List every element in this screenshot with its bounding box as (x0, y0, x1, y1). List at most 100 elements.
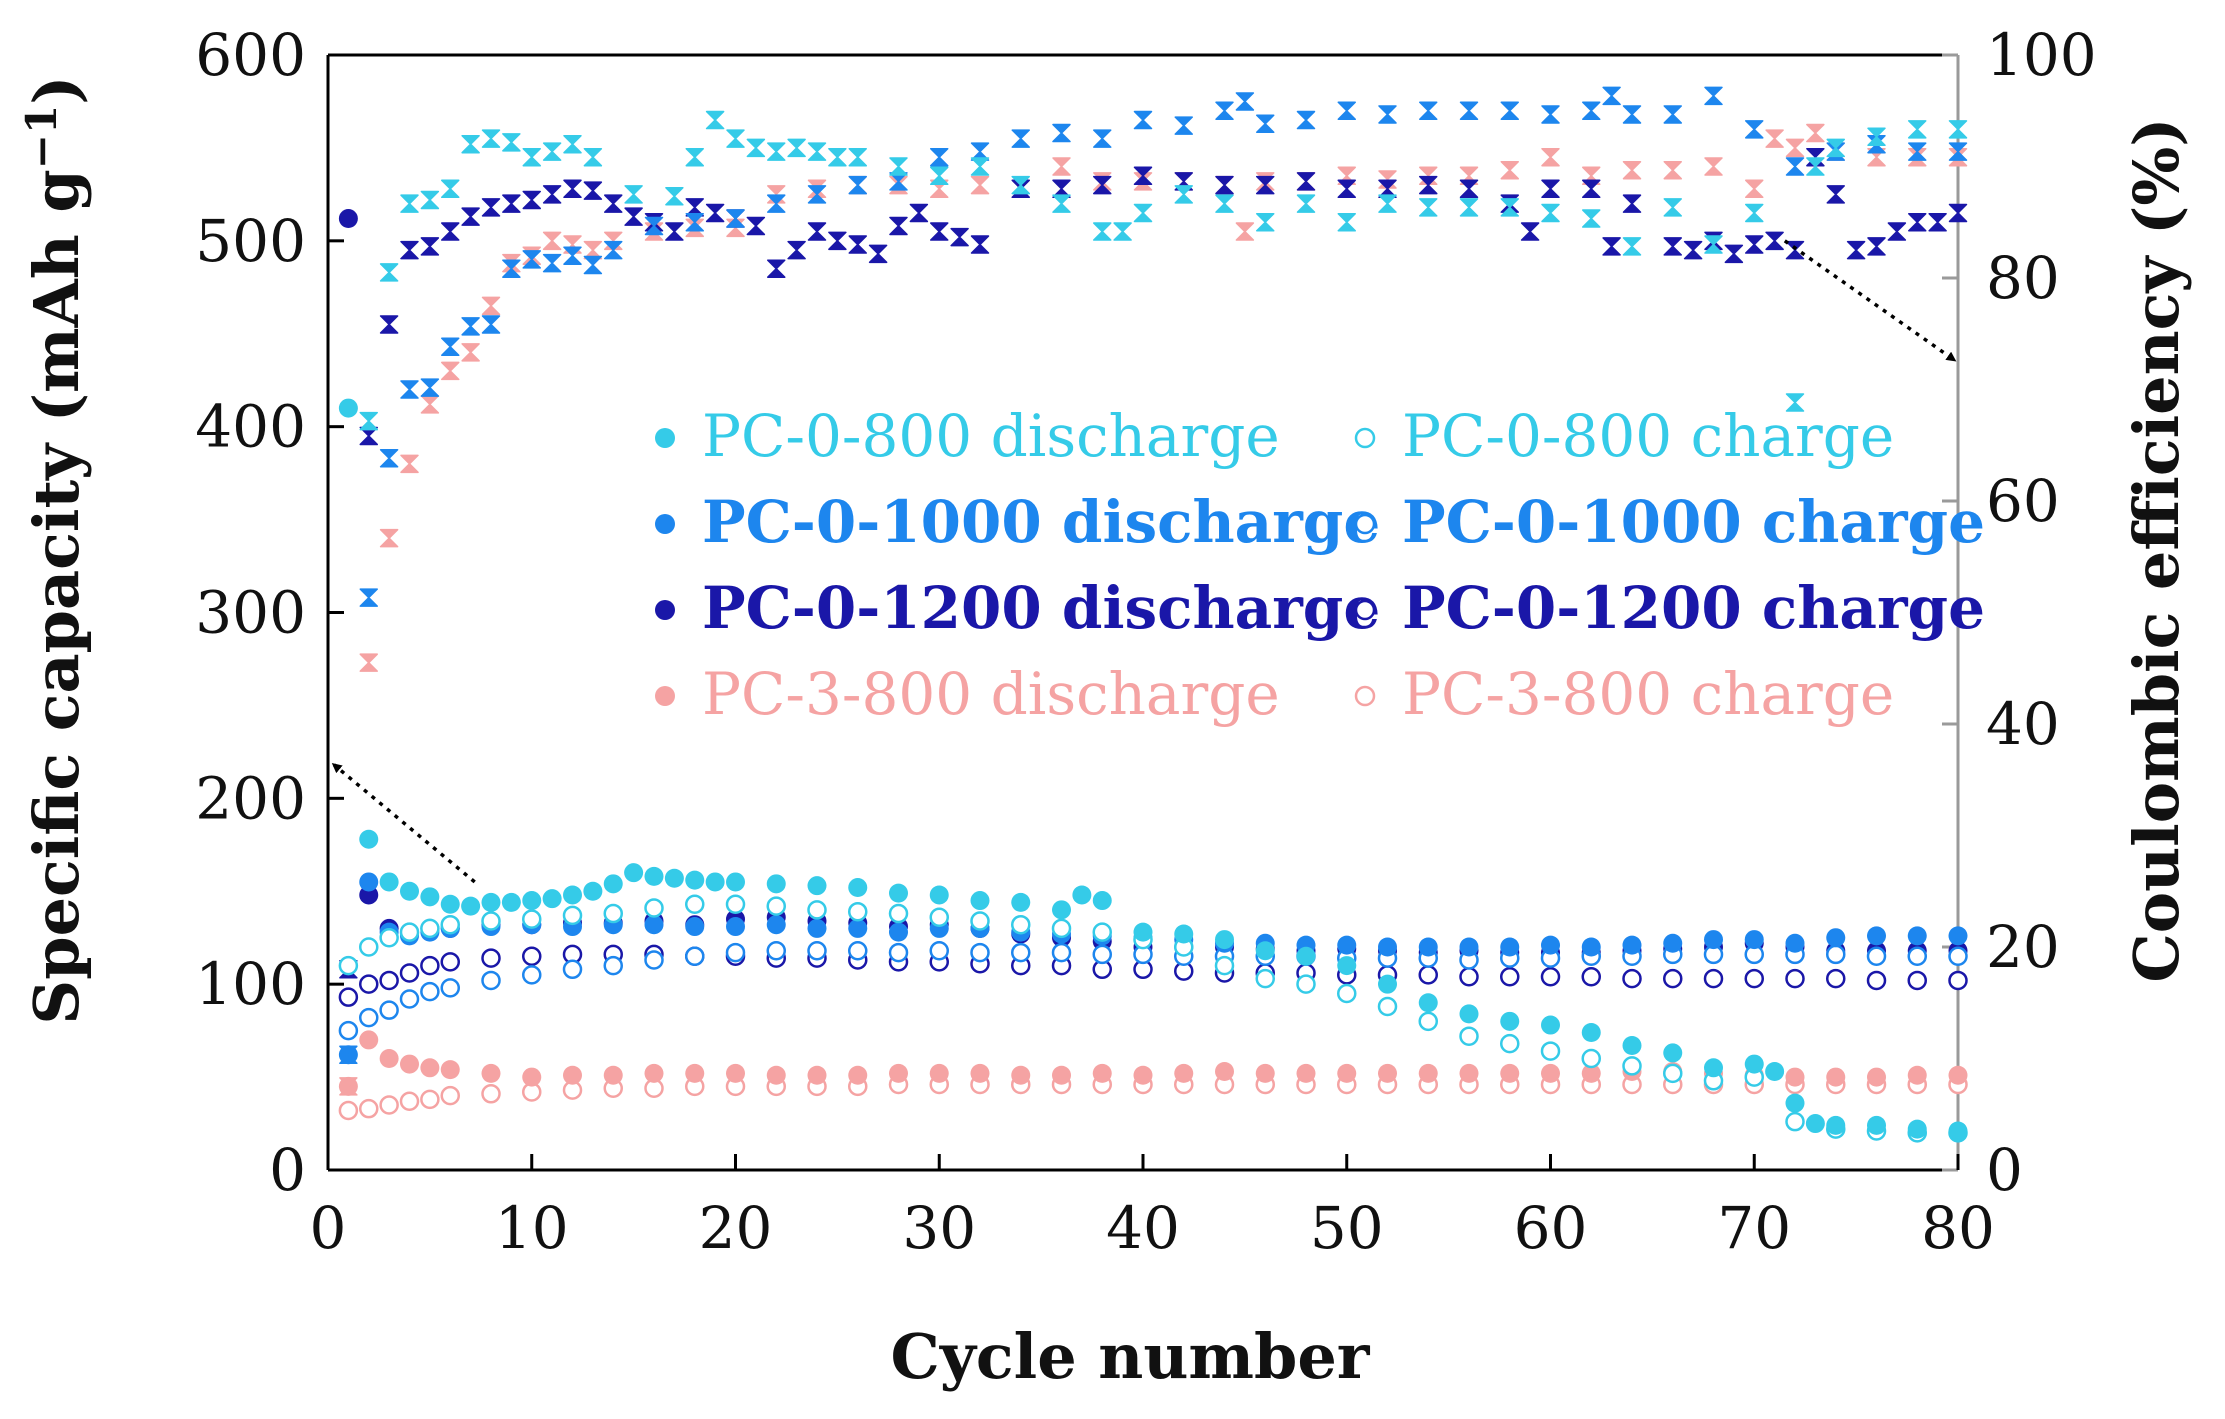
charge-point (1255, 968, 1275, 989)
charge-point (603, 955, 623, 976)
coulombic-efficiency-point (1622, 237, 1642, 256)
coulombic-efficiency-point (1541, 147, 1560, 167)
charge-point (970, 942, 990, 963)
charge-point (522, 946, 542, 967)
coulombic-efficiency-point (909, 203, 929, 223)
discharge-point (1826, 928, 1846, 948)
discharge-point (970, 891, 990, 911)
coulombic-efficiency-point (400, 194, 419, 213)
discharge-point (1785, 933, 1805, 953)
coulombic-efficiency-point (726, 129, 745, 148)
discharge-point (1948, 1065, 1968, 1085)
coulombic-efficiency-point (1133, 110, 1153, 130)
legend-item: PC-0-800 charge (1354, 402, 1894, 470)
charge-point (379, 1095, 399, 1115)
coulombic-efficiency-point (970, 142, 990, 161)
discharge-point (1378, 974, 1397, 994)
charge-point (725, 942, 746, 963)
charge-point (562, 905, 583, 926)
coulombic-efficiency-point (1337, 179, 1356, 199)
right-axis-arrow (1783, 239, 1957, 362)
charge-point (888, 942, 909, 963)
discharge-point (1378, 937, 1397, 957)
charge-point (766, 940, 786, 961)
charge-point (766, 896, 786, 916)
coulombic-efficiency-point (1419, 175, 1438, 195)
coulombic-efficiency-point (807, 185, 827, 204)
discharge-point (400, 881, 419, 901)
coulombic-efficiency-point (1785, 138, 1805, 158)
coulombic-efficiency-point (1235, 92, 1255, 111)
y-tick-label: 600 (195, 21, 306, 89)
charge-point (338, 1020, 359, 1041)
y2-axis-label: Coulombic efficiency (%) (2120, 117, 2193, 982)
coulombic-efficiency-point (1683, 240, 1703, 260)
coulombic-efficiency-point (1500, 160, 1519, 180)
coulombic-efficiency-point (502, 259, 521, 278)
coulombic-efficiency-point (400, 380, 419, 399)
charge-point (562, 959, 583, 980)
coulombic-efficiency-point (461, 207, 480, 226)
coulombic-efficiency-point (970, 235, 990, 254)
discharge-point (1744, 930, 1764, 950)
coulombic-efficiency-point (1826, 138, 1845, 158)
discharge-point (1011, 892, 1031, 912)
legend-item: PC-0-800 discharge (655, 402, 1280, 470)
discharge-point (603, 1065, 623, 1085)
coulombic-efficiency-point (522, 190, 541, 210)
coulombic-efficiency-point (542, 231, 562, 251)
charge-point (1622, 1056, 1642, 1076)
charge-point (481, 970, 501, 991)
coulombic-efficiency-point (1093, 222, 1112, 241)
y-tick-label: 200 (195, 764, 306, 832)
discharge-point (1052, 900, 1071, 920)
discharge-point (1826, 1067, 1846, 1087)
discharge-point (379, 1049, 399, 1068)
charge-point (420, 918, 440, 939)
coulombic-efficiency-point (339, 1077, 358, 1096)
discharge-point (1581, 1022, 1601, 1042)
discharge-point (726, 1063, 745, 1083)
charge-point (359, 974, 379, 994)
x-tick-label: 60 (1514, 1194, 1588, 1262)
discharge-point (1255, 941, 1275, 961)
coulombic-efficiency-point (1541, 203, 1560, 223)
coulombic-efficiency-point (441, 222, 460, 241)
coulombic-efficiency-point (1826, 185, 1845, 204)
discharge-point (1133, 1065, 1153, 1085)
discharge-point (1663, 1043, 1683, 1063)
discharge-point (440, 894, 460, 914)
charge-point (1622, 968, 1642, 989)
discharge-point (807, 1065, 827, 1085)
charge-point (1785, 968, 1805, 989)
discharge-point (1663, 933, 1683, 953)
discharge-point (1581, 937, 1601, 957)
discharge-point (1296, 1063, 1316, 1083)
charge-point (1948, 970, 1968, 991)
legend-marker-filled (655, 514, 675, 534)
discharge-point (1418, 937, 1438, 957)
discharge-point (1785, 1093, 1805, 1113)
coulombic-efficiency-point (807, 222, 827, 241)
charge-point (481, 948, 501, 968)
discharge-point (1011, 1065, 1031, 1085)
discharge-point (1378, 1063, 1397, 1083)
charge-point (359, 1098, 379, 1119)
discharge-point (1948, 926, 1968, 946)
charge-point (399, 963, 420, 983)
discharge-point (583, 881, 603, 901)
legend-item: PC-0-1200 charge (1354, 574, 1985, 642)
coulombic-efficiency-point (807, 142, 827, 161)
discharge-point (1459, 1063, 1479, 1083)
charge-point (1663, 1063, 1683, 1084)
y-axis-label-close: ) (20, 75, 93, 104)
discharge-point (929, 1063, 949, 1083)
discharge-point (766, 1065, 786, 1085)
charge-point (929, 907, 949, 928)
discharge-point (563, 885, 582, 905)
coulombic-efficiency-point (1174, 185, 1193, 204)
coulombic-efficiency-point (1256, 114, 1275, 134)
charge-point (1703, 968, 1724, 989)
coulombic-efficiency-point (1541, 179, 1560, 199)
charge-point (644, 950, 664, 970)
